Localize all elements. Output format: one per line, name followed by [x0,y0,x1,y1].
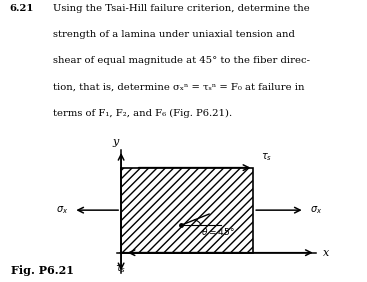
Text: 6.21: 6.21 [9,4,33,13]
Text: shear of equal magnitude at 45° to the fiber direc-: shear of equal magnitude at 45° to the f… [53,56,310,65]
Text: $\tau_s$: $\tau_s$ [261,151,272,163]
Text: $\tau_s$: $\tau_s$ [116,263,127,275]
Text: terms of F₁, F₂, and F₆ (Fig. P6.21).: terms of F₁, F₂, and F₆ (Fig. P6.21). [53,109,232,118]
Text: Using the Tsai-Hill failure criterion, determine the: Using the Tsai-Hill failure criterion, d… [53,4,310,13]
Text: tion, that is, determine σₓⁿ = τₛⁿ = F₀ at failure in: tion, that is, determine σₓⁿ = τₛⁿ = F₀ … [53,82,305,91]
Text: Fig. P6.21: Fig. P6.21 [11,265,74,276]
Text: y: y [112,137,119,147]
Bar [121,168,253,253]
Text: $\sigma_x$: $\sigma_x$ [56,204,68,216]
Text: $\sigma_x$: $\sigma_x$ [310,204,322,216]
Text: strength of a lamina under uniaxial tension and: strength of a lamina under uniaxial tens… [53,30,295,39]
Text: $\theta = 45°$: $\theta = 45°$ [201,226,235,237]
Text: x: x [323,248,329,258]
